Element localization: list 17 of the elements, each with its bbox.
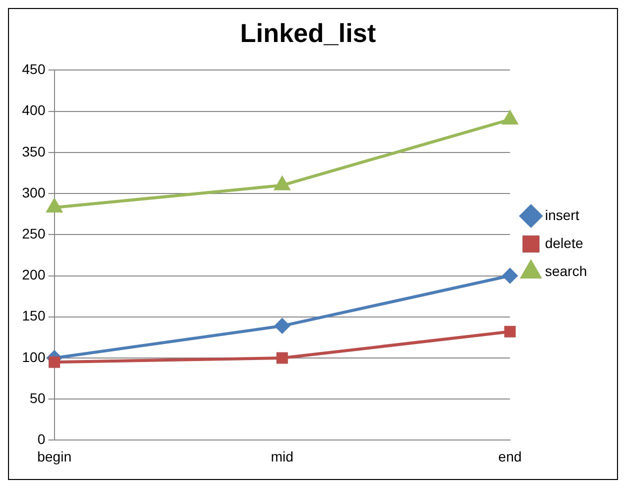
x-tick-label: begin (37, 448, 72, 464)
y-tick-label: 300 (22, 184, 46, 200)
y-tick-label: 100 (22, 348, 46, 365)
x-tick-label: mid (270, 448, 294, 464)
legend-label: search (544, 262, 588, 279)
y-tick-label: 200 (22, 266, 46, 283)
y-tick-label: 150 (22, 308, 46, 324)
y-tick-label: 50 (30, 390, 46, 406)
y-tick-label: 450 (22, 61, 46, 78)
y-tick-label: 350 (22, 143, 46, 160)
legend-label: insert (544, 206, 580, 223)
legend-label: delete (544, 234, 584, 251)
chart-title: Linked_list (240, 18, 376, 48)
x-tick-label: end (498, 448, 522, 464)
y-tick-label: 400 (22, 102, 46, 118)
y-tick-label: 0 (38, 431, 46, 448)
y-tick-label: 250 (22, 226, 46, 242)
